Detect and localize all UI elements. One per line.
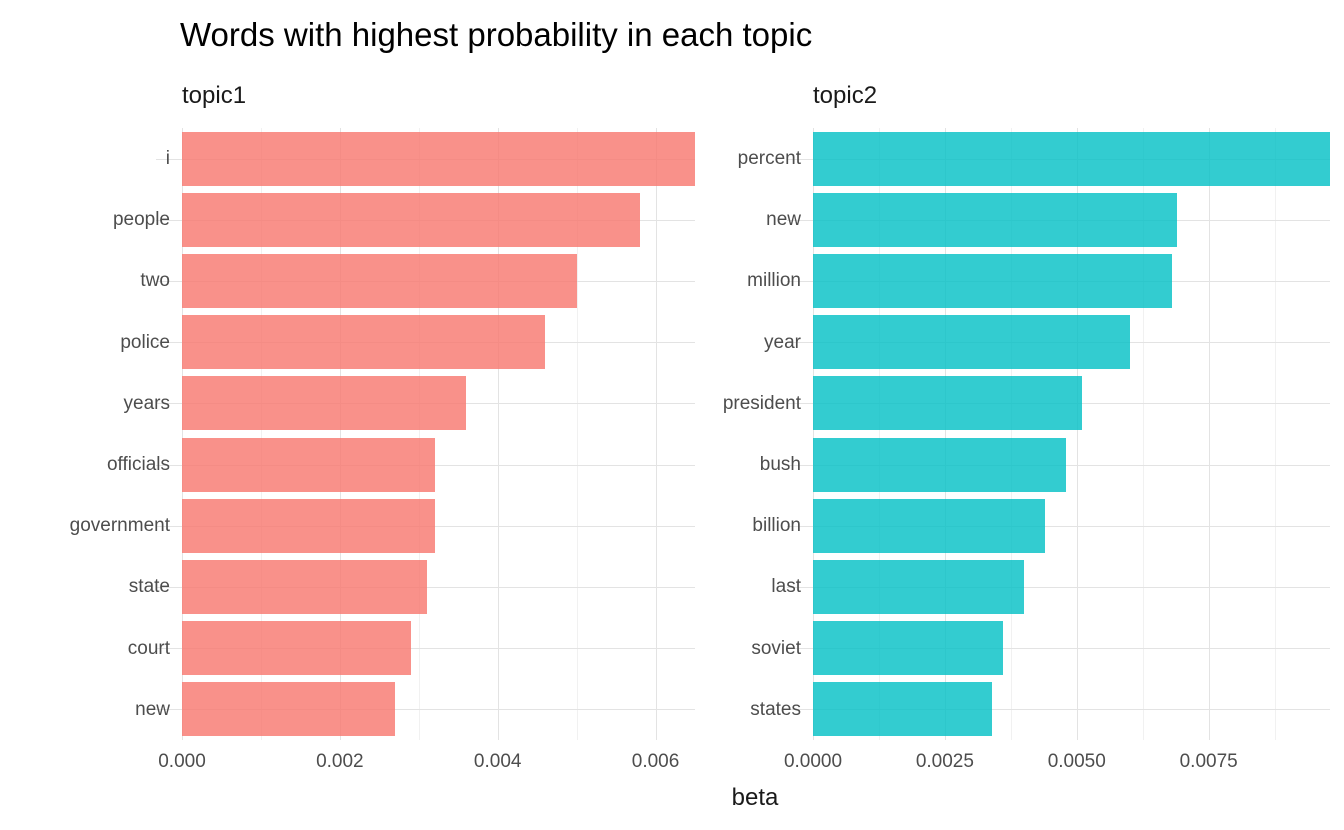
word-label: million (747, 270, 801, 292)
gridline-major (339, 128, 341, 740)
facet-panel-topic2 (787, 128, 1330, 740)
word-label: officials (106, 454, 170, 475)
word-label: bush (759, 454, 801, 475)
bar-topic1-court (182, 621, 411, 676)
bar-topic1-police (182, 315, 546, 370)
gridline-major (1076, 128, 1078, 740)
bar-topic2-new (813, 192, 1177, 247)
bar-topic1-years (182, 376, 467, 431)
word-label: soviet (751, 637, 801, 659)
bar-topic2-year (813, 315, 1130, 370)
gridline-minor (576, 128, 578, 740)
gridline-major (1208, 128, 1210, 740)
word-label: i (165, 148, 170, 169)
gridline-major (813, 128, 814, 740)
x-tick-label: 0.0025 (915, 751, 974, 772)
word-label: years (123, 392, 170, 414)
x-tick-label: 0.004 (473, 751, 522, 772)
bar-topic1-i (182, 131, 695, 186)
word-label: last (771, 576, 801, 598)
word-label: police (120, 331, 170, 353)
gridline-minor (1142, 128, 1144, 740)
bar-topic1-officials (182, 437, 435, 492)
gridline-minor (878, 128, 880, 740)
x-tick-label: 0.0050 (1047, 751, 1106, 772)
bar-topic1-state (182, 560, 427, 614)
bar-topic2-billion (813, 498, 1046, 553)
gridline-major (156, 648, 695, 650)
bar-topic2-million (813, 254, 1172, 308)
facet-strip-topic1: topic1 (182, 82, 247, 109)
bar-topic2-percent (813, 131, 1330, 186)
gridline-major (182, 128, 183, 740)
word-label: year (764, 331, 801, 353)
bar-topic2-president (813, 376, 1083, 431)
gridline-major (944, 128, 946, 740)
word-label: percent (737, 148, 801, 169)
gridline-major (787, 709, 1330, 711)
word-label: billion (752, 515, 801, 537)
word-label: new (135, 698, 170, 720)
bar-topic1-people (182, 192, 640, 247)
gridline-minor (1274, 128, 1276, 740)
gridline-major (156, 709, 695, 711)
gridline-major (787, 525, 1330, 527)
x-tick-label: 0.000 (158, 751, 206, 772)
x-tick-label: 0.0075 (1179, 751, 1238, 772)
x-tick-label: 0.002 (316, 751, 364, 772)
gridline-minor (260, 128, 262, 740)
word-label: two (140, 270, 170, 292)
facet-panel-topic1 (156, 128, 695, 740)
word-label: court (127, 637, 170, 659)
bar-topic2-soviet (813, 621, 1003, 676)
gridline-major (497, 128, 499, 740)
x-tick-label: 0.006 (631, 751, 680, 772)
gridline-major (655, 128, 657, 740)
bar-topic2-bush (813, 437, 1067, 492)
facet-strip-topic2: topic2 (813, 82, 878, 109)
word-label: new (766, 209, 801, 231)
word-label: states (750, 698, 801, 720)
bar-topic2-states (813, 682, 993, 737)
word-label: government (69, 515, 170, 537)
gridline-minor (418, 128, 420, 740)
word-label: state (128, 576, 170, 598)
plot-title: Words with highest probability in each t… (180, 16, 813, 53)
word-label: president (722, 392, 801, 414)
x-tick-label: 0.0000 (783, 751, 843, 772)
word-label: people (112, 209, 170, 231)
bar-topic1-two (182, 254, 577, 308)
gridline-major (787, 587, 1330, 588)
gridline-minor (1010, 128, 1012, 740)
x-axis-title: beta (731, 784, 779, 811)
gridline-major (787, 648, 1330, 650)
bar-topic2-last (813, 560, 1025, 614)
bar-topic1-government (182, 498, 435, 553)
bar-topic1-new (182, 682, 396, 737)
